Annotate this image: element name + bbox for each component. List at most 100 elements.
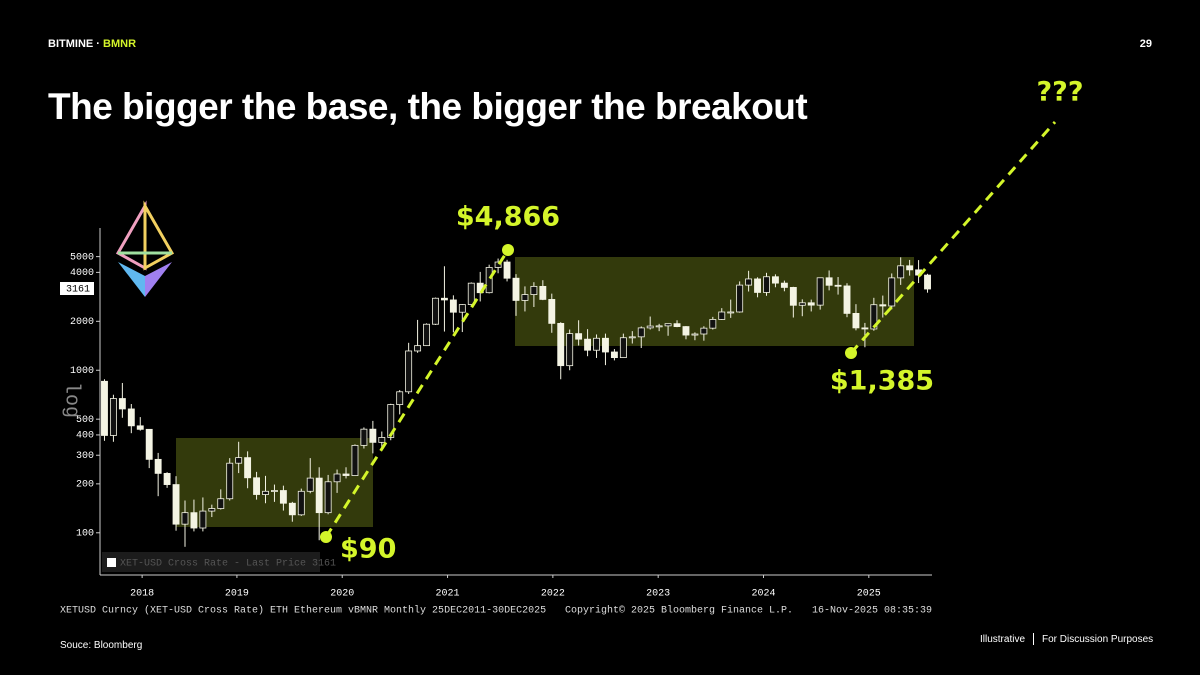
candle-body (333, 473, 341, 483)
candle-body (297, 490, 305, 516)
candle-body (485, 267, 493, 294)
candle-body (807, 302, 815, 306)
candle-body (315, 477, 323, 514)
candle-body (136, 425, 144, 430)
candle-body (763, 276, 770, 293)
candle-body (440, 297, 448, 301)
candle-body (288, 502, 296, 516)
candle-body (405, 350, 413, 393)
candle-body (584, 338, 592, 351)
candle-body (109, 398, 117, 436)
candle-body (279, 490, 287, 504)
logo-part (145, 262, 172, 297)
candle-body (870, 304, 878, 330)
annotations (320, 121, 1057, 543)
candle-body (897, 265, 905, 279)
candle-body (387, 404, 395, 438)
copyright: Copyright© 2025 Bloomberg Finance L.P. (565, 605, 793, 617)
candle-body (602, 337, 609, 353)
candle-body (646, 325, 654, 329)
annotation: $1,385 (830, 366, 934, 397)
candle-body (843, 285, 851, 314)
legend-swatch (107, 558, 116, 567)
candle-body (682, 326, 690, 336)
candle-body (163, 472, 171, 485)
candle-body (360, 428, 368, 446)
base-zone (176, 438, 373, 527)
annotation: $90 (340, 534, 396, 565)
candle-body (637, 327, 645, 338)
candle-body (825, 277, 833, 286)
x-tick-label: 2021 (436, 589, 460, 600)
candle-body (861, 327, 869, 330)
candle-body (834, 284, 842, 287)
candle-body (306, 477, 314, 492)
last-price-box (60, 282, 94, 295)
brand-name: BITMINE · (48, 38, 100, 50)
x-tick-label: 2018 (130, 589, 154, 600)
candle-body (521, 294, 529, 301)
candle-body (906, 265, 914, 271)
candle-body (127, 408, 135, 427)
source: Souce: Bloomberg (60, 640, 143, 651)
logo-part (118, 262, 145, 297)
y-tick-label: 300 (76, 451, 94, 462)
legend-text: XET-USD Cross Rate - Last Price 3161 (120, 558, 336, 570)
candle-body (271, 490, 278, 492)
candle-body (208, 508, 216, 512)
candle-body (673, 323, 681, 327)
candle-body (745, 278, 753, 286)
candle-body (655, 325, 663, 328)
last-price-label: 3161 (66, 285, 90, 296)
eth-logo (115, 200, 175, 297)
candle-body (351, 444, 359, 476)
y-tick-label: 5000 (70, 252, 94, 263)
candle-body (754, 278, 761, 293)
brand: BITMINE · BMNR (48, 38, 136, 50)
candle-body (736, 284, 744, 313)
candles (101, 257, 931, 547)
candle-body (575, 333, 583, 340)
candle-body (593, 337, 600, 351)
candle-body (780, 282, 788, 288)
note: Illustrative (980, 634, 1026, 645)
candle-body (789, 287, 797, 306)
candle-body (217, 498, 225, 509)
candle-body (172, 484, 180, 525)
candle-body (154, 458, 162, 474)
candle-body (423, 323, 430, 347)
candle-body (512, 277, 520, 301)
y-tick-label: 400 (76, 431, 94, 442)
candle-body (548, 299, 556, 324)
separator (1033, 633, 1034, 645)
candle-body (145, 428, 153, 460)
candle-body (342, 473, 350, 476)
y-axis-label: log (60, 382, 83, 418)
logo-part (115, 200, 147, 271)
candle-body (432, 297, 439, 325)
candle-body (727, 311, 735, 314)
y-tick-label: 4000 (70, 268, 94, 279)
trend-line (849, 121, 1057, 354)
x-tick-label: 2023 (646, 589, 670, 600)
candle-body (244, 457, 252, 479)
candle-body (610, 351, 618, 359)
y-tick-label: 100 (76, 528, 94, 539)
legend-box (102, 552, 320, 572)
candle-body (458, 304, 466, 313)
candle-body (798, 302, 806, 306)
y-tick-label: 200 (76, 480, 94, 491)
candle-body (378, 437, 386, 443)
dot (502, 244, 514, 256)
logo-part (143, 200, 175, 271)
candle-body (852, 313, 860, 329)
trend-line (324, 249, 510, 538)
candle-body (190, 512, 198, 529)
annotation: ??? (1037, 77, 1084, 108)
ticker: BMNR (103, 38, 137, 50)
candle-body (691, 333, 699, 336)
dot (845, 347, 857, 359)
candle-body (414, 345, 422, 352)
x-tick-label: 2024 (751, 589, 775, 600)
